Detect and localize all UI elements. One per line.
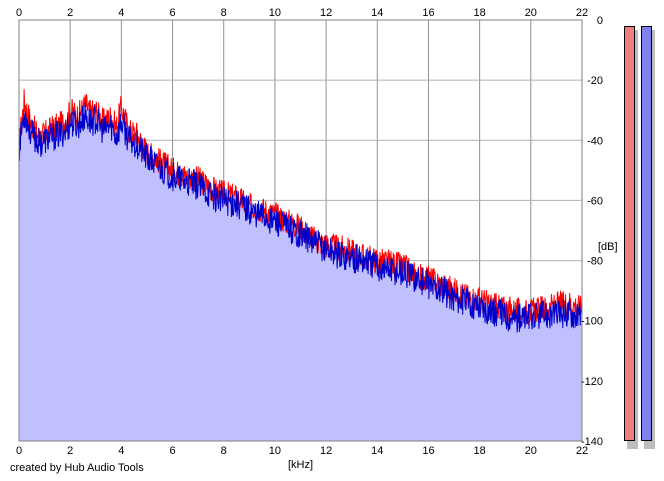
x-tick-label-top: 18 (474, 7, 486, 19)
x-tick-label-top: 22 (576, 7, 588, 19)
x-tick-label-top: 20 (525, 7, 537, 19)
x-tick-label-top: 14 (371, 7, 383, 19)
x-axis-bottom: 0 2 4 6 8 10 12 14 16 18 20 22 (16, 445, 588, 457)
y-tick-label: -80 (587, 256, 603, 268)
y-tick-label: -140 (581, 436, 603, 448)
y-tick-label: -20 (587, 75, 603, 87)
x-tick-label-top: 0 (16, 7, 22, 19)
x-tick-label-bottom: 2 (67, 445, 73, 457)
y-axis-label: [dB] (598, 241, 618, 253)
y-tick-label: -40 (587, 135, 603, 147)
y-tick-label: -60 (587, 195, 603, 207)
x-tick-label-top: 6 (169, 7, 175, 19)
x-tick-label-top: 4 (118, 7, 124, 19)
x-axis-label: [kHz] (288, 459, 313, 471)
x-tick-label-bottom: 12 (320, 445, 332, 457)
x-tick-label-bottom: 14 (371, 445, 383, 457)
x-tick-label-top: 12 (320, 7, 332, 19)
series-right-line (18, 102, 583, 333)
x-tick-label-top: 8 (221, 7, 227, 19)
x-tick-label-bottom: 0 (16, 445, 22, 457)
left-level-meter (624, 26, 635, 441)
credit-text: created by Hub Audio Tools (10, 462, 144, 474)
x-tick-label-top: 16 (422, 7, 434, 19)
x-tick-label-bottom: 6 (169, 445, 175, 457)
x-tick-label-bottom: 22 (576, 445, 588, 457)
y-axis-right: 0 -20 -40 -60 -80 -100 -120 -140 (581, 15, 603, 448)
x-tick-label-bottom: 20 (525, 445, 537, 457)
x-tick-label-bottom: 18 (474, 445, 486, 457)
x-axis-top: 0 2 4 6 8 10 12 14 16 18 20 22 (16, 7, 588, 19)
x-tick-label-top: 2 (67, 7, 73, 19)
right-level-meter (641, 26, 652, 441)
series-left-line (18, 89, 583, 327)
y-tick-label: 0 (597, 15, 603, 27)
x-tick-label-bottom: 4 (118, 445, 124, 457)
x-tick-label-bottom: 10 (269, 445, 281, 457)
plot-border (18, 19, 583, 442)
y-tick-label: -100 (581, 316, 603, 328)
x-tick-label-bottom: 8 (221, 445, 227, 457)
x-tick-label-top: 10 (269, 7, 281, 19)
x-tick-label-bottom: 16 (422, 445, 434, 457)
y-tick-label: -120 (581, 376, 603, 388)
